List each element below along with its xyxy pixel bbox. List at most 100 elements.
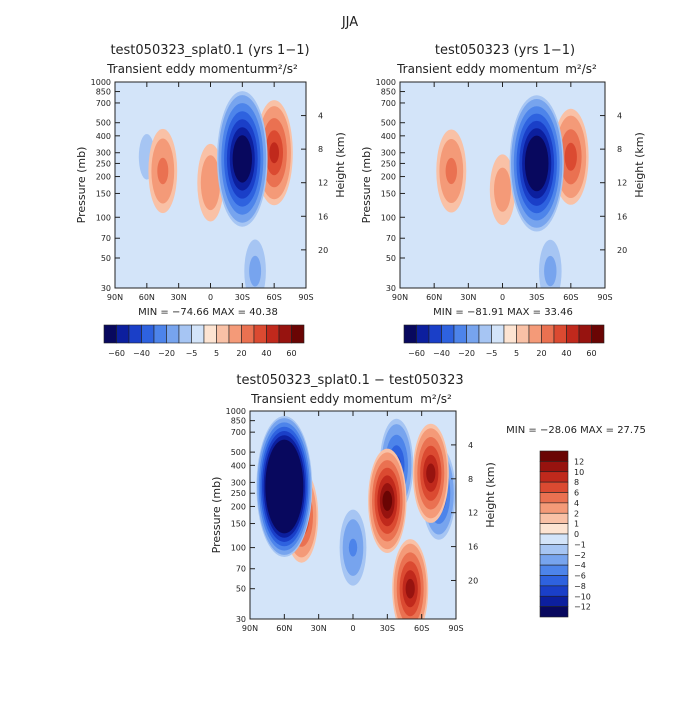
colorbar-swatch bbox=[266, 324, 280, 344]
colorbar-label: 20 bbox=[536, 349, 546, 358]
x-tick-label: 30S bbox=[235, 293, 250, 302]
pressure-tick-label: 500 bbox=[96, 119, 111, 128]
pressure-tick-label: 300 bbox=[96, 149, 111, 158]
colorbar-swatch bbox=[103, 324, 117, 344]
pressure-tick-label: 200 bbox=[381, 173, 396, 182]
colorbar-swatch bbox=[141, 324, 155, 344]
pressure-tick-label: 70 bbox=[386, 234, 396, 243]
colorbar-swatch bbox=[441, 324, 455, 344]
colorbar-label: −8 bbox=[574, 582, 586, 591]
colorbar-swatch bbox=[541, 324, 555, 344]
panel-a-colorbar: −60 −40 −20 −5 5 20 40 60 bbox=[103, 324, 305, 358]
colorbar-swatch bbox=[503, 324, 517, 344]
colorbar-swatch bbox=[416, 324, 430, 344]
x-tick-label: 0 bbox=[350, 624, 355, 633]
colorbar-swatch bbox=[216, 324, 230, 344]
colorbar-label: 5 bbox=[514, 349, 519, 358]
colorbar-label: 60 bbox=[286, 349, 296, 358]
panel-b-stats: MIN = −81.91 MAX = 33.46 bbox=[433, 307, 573, 318]
pressure-tick-label: 30 bbox=[236, 615, 246, 624]
pressure-tick-label: 150 bbox=[96, 189, 111, 198]
pressure-tick-label: 700 bbox=[381, 99, 396, 108]
pressure-tick-label: 250 bbox=[231, 489, 246, 498]
colorbar-label: 40 bbox=[261, 349, 271, 358]
x-tick-label: 60N bbox=[426, 293, 442, 302]
colorbar-swatch bbox=[539, 544, 569, 556]
colorbar-swatch bbox=[228, 324, 242, 344]
heatmap-contour-band bbox=[265, 439, 304, 534]
height-tick-label: 20 bbox=[617, 246, 627, 255]
colorbar-label: −12 bbox=[574, 603, 591, 612]
pressure-tick-label: 30 bbox=[101, 284, 111, 293]
x-tick-label: 0 bbox=[500, 293, 505, 302]
colorbar-swatch bbox=[191, 324, 205, 344]
height-tick-label: 12 bbox=[617, 179, 627, 188]
colorbar-swatch bbox=[291, 324, 305, 344]
colorbar-swatch bbox=[539, 471, 569, 483]
x-tick-label: 60S bbox=[563, 293, 578, 302]
pressure-tick-label: 150 bbox=[381, 189, 396, 198]
colorbar-label: −1 bbox=[574, 540, 586, 549]
colorbar-swatch bbox=[539, 450, 569, 462]
colorbar-label: −20 bbox=[458, 349, 475, 358]
colorbar-label: 8 bbox=[574, 478, 579, 487]
heatmap-contour-band bbox=[445, 157, 457, 185]
colorbar-swatch bbox=[539, 585, 569, 597]
panel-b-subtitle: Transient eddy momentum bbox=[396, 62, 559, 76]
colorbar-swatch bbox=[539, 575, 569, 587]
colorbar-label: −20 bbox=[158, 349, 175, 358]
pressure-axis-label: Pressure (mb) bbox=[75, 147, 88, 224]
pressure-axis-label: Pressure (mb) bbox=[210, 477, 223, 554]
colorbar-label: 40 bbox=[561, 349, 571, 358]
panel-b-title: test050323 (yrs 1−1) bbox=[435, 43, 575, 58]
colorbar-swatch bbox=[539, 512, 569, 524]
pressure-tick-label: 400 bbox=[96, 132, 111, 141]
colorbar-swatch bbox=[578, 324, 592, 344]
heatmap-contour-band bbox=[157, 157, 169, 185]
panel-a-subtitle: Transient eddy momentum bbox=[106, 62, 269, 76]
panel-b-colorbar: −60 −40 −20 −5 5 20 40 60 bbox=[403, 324, 605, 358]
colorbar-swatch bbox=[178, 324, 192, 344]
heatmap-contour-band bbox=[544, 255, 557, 287]
x-tick-label: 90N bbox=[107, 293, 123, 302]
pressure-tick-label: 300 bbox=[231, 478, 246, 487]
pressure-tick-label: 1000 bbox=[91, 78, 111, 87]
x-tick-label: 90S bbox=[448, 624, 463, 633]
colorbar-swatch bbox=[539, 606, 569, 618]
x-tick-label: 60S bbox=[267, 293, 282, 302]
colorbar-label: 12 bbox=[574, 457, 584, 466]
colorbar-swatch bbox=[539, 492, 569, 504]
panel-a-stats: MIN = −74.66 MAX = 40.38 bbox=[138, 307, 278, 318]
heatmap-contour-band bbox=[348, 538, 358, 557]
pressure-tick-label: 50 bbox=[236, 585, 246, 594]
heatmap-contour-band bbox=[405, 578, 415, 599]
heatmap-contour-band bbox=[382, 490, 393, 511]
pressure-tick-label: 100 bbox=[96, 213, 111, 222]
x-tick-label: 90N bbox=[242, 624, 258, 633]
height-tick-label: 20 bbox=[468, 576, 478, 585]
height-tick-label: 4 bbox=[617, 112, 622, 121]
height-tick-label: 4 bbox=[318, 112, 323, 121]
x-tick-label: 30N bbox=[460, 293, 476, 302]
height-axis-label: Height (km) bbox=[484, 462, 497, 528]
pressure-tick-label: 50 bbox=[101, 254, 111, 263]
height-axis-label: Height (km) bbox=[633, 132, 646, 198]
height-tick-label: 16 bbox=[617, 212, 627, 221]
height-tick-label: 8 bbox=[318, 145, 323, 154]
colorbar-swatch bbox=[539, 502, 569, 514]
panel-b-units: m²/s² bbox=[565, 62, 597, 76]
colorbar-swatch bbox=[516, 324, 530, 344]
panel-a: test050323_splat0.1 (yrs 1−1) Transient … bbox=[75, 43, 347, 358]
pressure-tick-label: 500 bbox=[381, 119, 396, 128]
colorbar-swatch bbox=[528, 324, 542, 344]
colorbar-label: 1 bbox=[574, 520, 579, 529]
colorbar-swatch bbox=[278, 324, 292, 344]
colorbar-label: −5 bbox=[186, 349, 198, 358]
colorbar-swatch bbox=[116, 324, 130, 344]
colorbar-label: −5 bbox=[486, 349, 498, 358]
heatmap-contour-band bbox=[232, 135, 252, 183]
pressure-tick-label: 850 bbox=[96, 88, 111, 97]
colorbar-swatch bbox=[241, 324, 255, 344]
colorbar-label: −10 bbox=[574, 592, 591, 601]
